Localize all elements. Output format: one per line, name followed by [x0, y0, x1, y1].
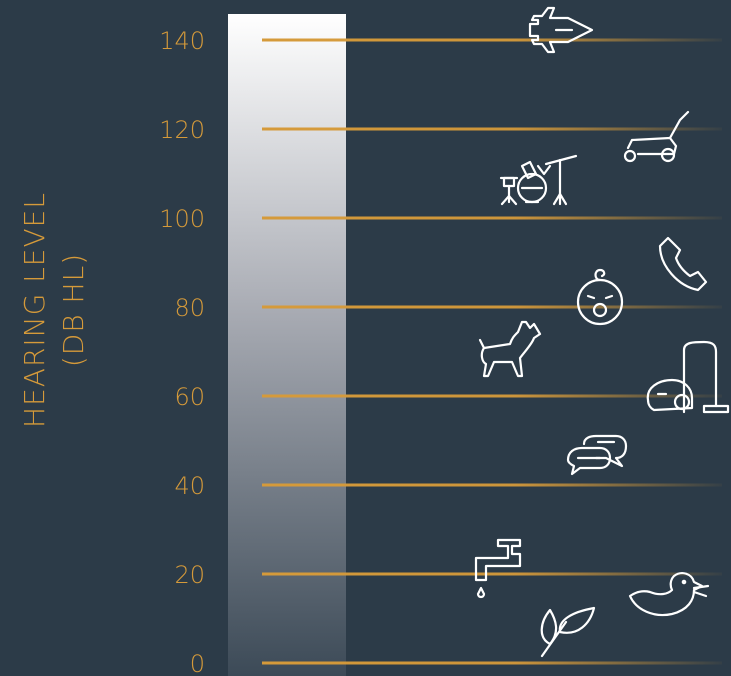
gridline-120 [262, 127, 722, 131]
y-tick-label: 80 [174, 294, 205, 322]
gridline-0 [262, 661, 722, 665]
crying-baby-icon [576, 268, 624, 326]
gridline-80 [262, 305, 722, 309]
gridline-40 [262, 483, 722, 487]
drum-kit-icon [499, 154, 578, 206]
telephone-icon [658, 236, 708, 292]
dripping-faucet-icon [474, 538, 522, 599]
y-tick-label: 60 [174, 383, 205, 411]
singing-bird-icon [628, 572, 710, 617]
y-tick-label: 100 [159, 205, 205, 233]
loudness-bar [228, 14, 346, 676]
gridline-140 [262, 38, 722, 42]
y-tick-label: 140 [159, 27, 205, 55]
y-tick-label: 0 [190, 650, 205, 676]
level-gridlines [262, 38, 722, 665]
y-tick-label: 20 [174, 561, 205, 589]
gridline-20 [262, 572, 722, 576]
y-tick-label: 120 [159, 116, 205, 144]
fighter-jet-icon [528, 6, 594, 54]
y-axis-ticks: 140 120 100 80 60 40 20 0 [159, 27, 205, 676]
conversation-icon [566, 434, 628, 476]
gridline-100 [262, 216, 722, 220]
barking-dog-icon [478, 320, 542, 378]
y-tick-label: 40 [174, 472, 205, 500]
vacuum-cleaner-icon [646, 340, 730, 414]
rustling-leaves-icon [540, 606, 596, 658]
lawn-mower-icon [623, 110, 690, 163]
gridline-60 [262, 394, 722, 398]
